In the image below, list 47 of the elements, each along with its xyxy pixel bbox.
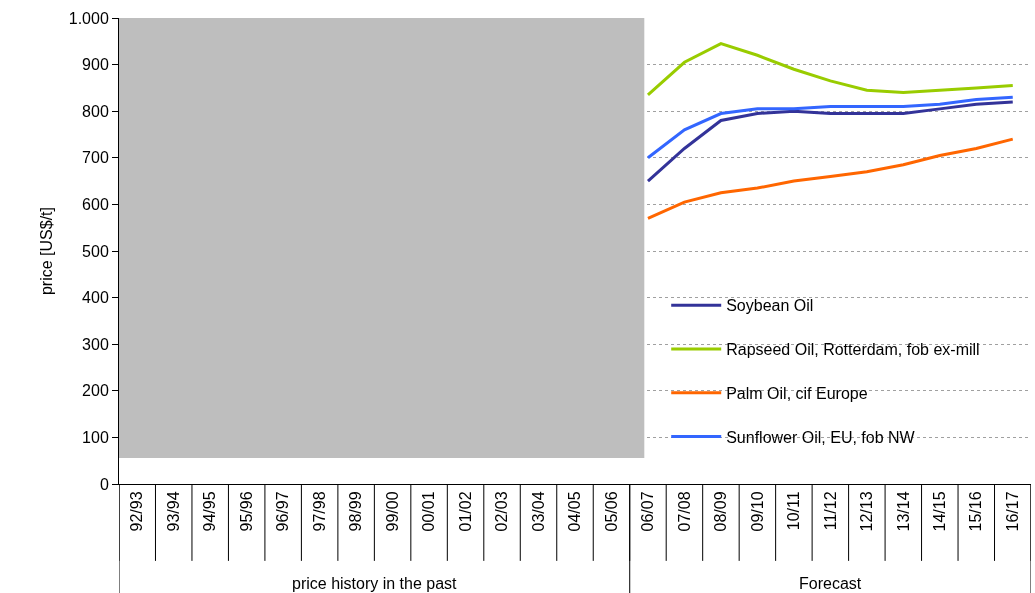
line-series: [646, 95, 1015, 160]
x-tick-label: 92/93: [128, 491, 146, 532]
y-tick-label: 500: [82, 242, 109, 260]
legend-label: Rapseed Oil, Rotterdam, fob ex-mill: [726, 341, 980, 359]
x-tick-label: 07/08: [675, 491, 693, 532]
line-series: [646, 100, 1015, 183]
x-tick-label: 95/96: [237, 491, 255, 532]
x-tick-label: 03/04: [529, 491, 547, 532]
x-tick-label: 08/09: [712, 491, 730, 532]
x-tick-label: 15/16: [967, 491, 985, 532]
line-series: [646, 42, 1015, 97]
text: Forecast: [799, 575, 862, 592]
y-tick-label: 300: [82, 335, 109, 353]
x-tick-label: 97/98: [310, 491, 328, 532]
x-tick-label: 99/00: [383, 491, 401, 532]
legend-label: Soybean Oil: [726, 297, 814, 315]
x-tick-label: 12/13: [858, 491, 876, 532]
x-tick-label: 05/06: [602, 491, 620, 532]
x-tick-label: 96/97: [274, 491, 292, 532]
x-tick-label: 13/14: [894, 491, 912, 532]
text: price history in the past: [292, 575, 458, 592]
y-tick-label: 700: [82, 149, 109, 167]
x-tick-label: 98/99: [347, 491, 365, 532]
legend-label: Sunflower Oil, EU, fob NW: [726, 428, 916, 446]
x-tick-label: 93/94: [164, 491, 182, 532]
y-tick-label: 600: [82, 196, 109, 213]
y-tick-label: 1.000: [68, 9, 109, 27]
x-tick-label: 94/95: [201, 491, 219, 532]
y-tick-label: 400: [82, 289, 109, 307]
x-tick-label: 00/01: [420, 491, 438, 532]
x-tick-label: 01/02: [456, 491, 474, 532]
y-tick-label: 900: [82, 56, 109, 74]
y-tick-label: 800: [82, 102, 109, 120]
x-tick-label: 06/07: [639, 491, 657, 532]
y-tick-label: 200: [82, 382, 109, 400]
line-series: [646, 137, 1015, 220]
legend-label: Palm Oil, cif Europe: [726, 385, 868, 403]
x-tick-label: 04/05: [566, 491, 584, 532]
y-tick-label: 0: [99, 475, 109, 493]
x-tick-label: 09/10: [748, 491, 766, 532]
x-tick-label: 16/17: [1003, 491, 1021, 532]
x-tick-label: 14/15: [931, 491, 948, 532]
y-tick-label: 100: [82, 429, 109, 446]
x-tick-label: 10/11: [785, 491, 803, 531]
x-tick-label: 02/03: [493, 491, 511, 532]
y-axis-title: price [US$/t]: [37, 206, 55, 296]
x-tick-label: 11/12: [821, 491, 839, 531]
